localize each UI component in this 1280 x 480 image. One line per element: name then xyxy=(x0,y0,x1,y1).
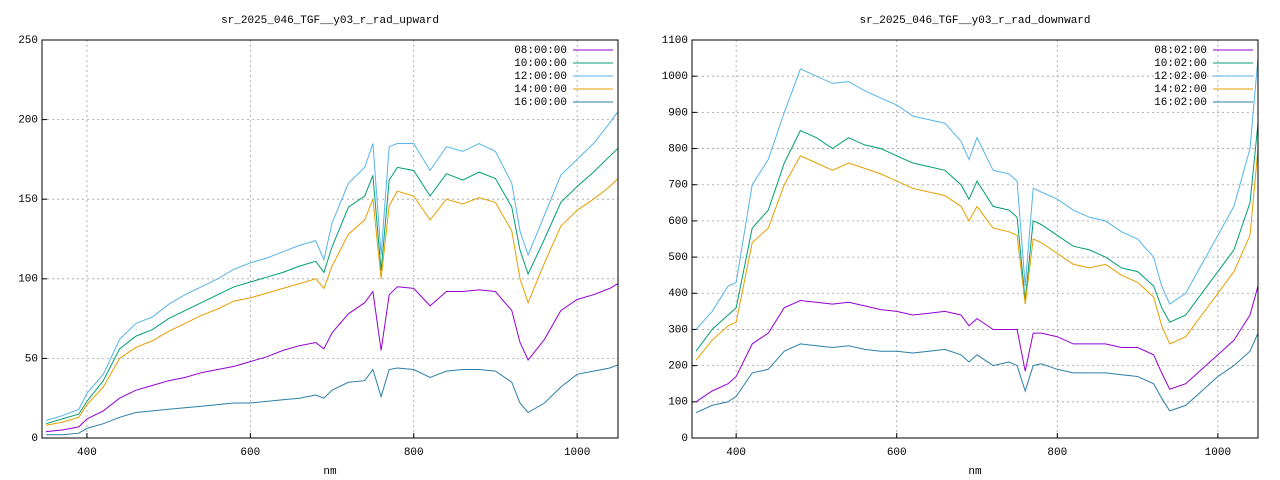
x-axis-label: nm xyxy=(968,466,982,478)
series-line xyxy=(46,283,618,433)
legend-label: 14:00:00 xyxy=(514,84,567,96)
legend-label: 12:02:00 xyxy=(1154,71,1207,83)
x-tick-label: 800 xyxy=(404,447,424,459)
series-line xyxy=(46,178,618,426)
legend-label: 12:00:00 xyxy=(514,71,567,83)
x-tick-label: 1000 xyxy=(1205,447,1231,459)
x-tick-label: 800 xyxy=(1047,447,1067,459)
chart-title: sr_2025_046_TGF__y03_r_rad_downward xyxy=(859,15,1090,27)
legend-label: 08:00:00 xyxy=(514,45,567,57)
plot-frame xyxy=(41,39,619,439)
plot-frame xyxy=(691,39,1259,439)
y-tick-label: 1100 xyxy=(662,35,688,47)
y-tick-label: 900 xyxy=(668,107,688,119)
y-tick-label: 100 xyxy=(18,274,38,286)
legend-label: 16:00:00 xyxy=(514,97,567,109)
y-tick-label: 250 xyxy=(18,35,38,47)
y-tick-label: 600 xyxy=(668,216,688,228)
legend-label: 08:02:00 xyxy=(1154,45,1207,57)
x-tick-label: 1000 xyxy=(564,447,590,459)
legend-label: 10:00:00 xyxy=(514,58,567,70)
series-line xyxy=(695,285,1258,403)
series-line xyxy=(695,148,1258,361)
x-axis-label: nm xyxy=(323,466,337,478)
y-tick-label: 1000 xyxy=(662,71,688,83)
series-line xyxy=(46,364,618,436)
series-line xyxy=(45,111,618,421)
y-tick-label: 800 xyxy=(668,143,688,155)
y-tick-label: 100 xyxy=(668,397,688,409)
chart-title: sr_2025_046_TGF__y03_r_rad_upward xyxy=(221,15,439,27)
series-line xyxy=(695,332,1258,414)
legend-label: 14:02:00 xyxy=(1154,84,1207,96)
y-tick-label: 200 xyxy=(18,115,38,127)
x-tick-label: 400 xyxy=(726,447,746,459)
y-tick-label: 200 xyxy=(668,361,688,373)
series-line xyxy=(695,123,1258,352)
y-tick-label: 400 xyxy=(668,288,688,300)
legend-label: 10:02:00 xyxy=(1154,58,1207,70)
series-line xyxy=(695,58,1258,330)
y-tick-label: 0 xyxy=(681,433,688,445)
x-tick-label: 600 xyxy=(887,447,907,459)
series-line xyxy=(45,147,618,425)
y-tick-label: 700 xyxy=(668,180,688,192)
y-tick-label: 500 xyxy=(668,252,688,264)
y-tick-label: 150 xyxy=(18,194,38,206)
y-tick-label: 300 xyxy=(668,324,688,336)
x-tick-label: 600 xyxy=(240,447,260,459)
x-tick-label: 400 xyxy=(77,447,97,459)
y-tick-label: 0 xyxy=(31,433,38,445)
y-tick-label: 50 xyxy=(25,353,38,365)
legend-label: 16:02:00 xyxy=(1154,97,1207,109)
